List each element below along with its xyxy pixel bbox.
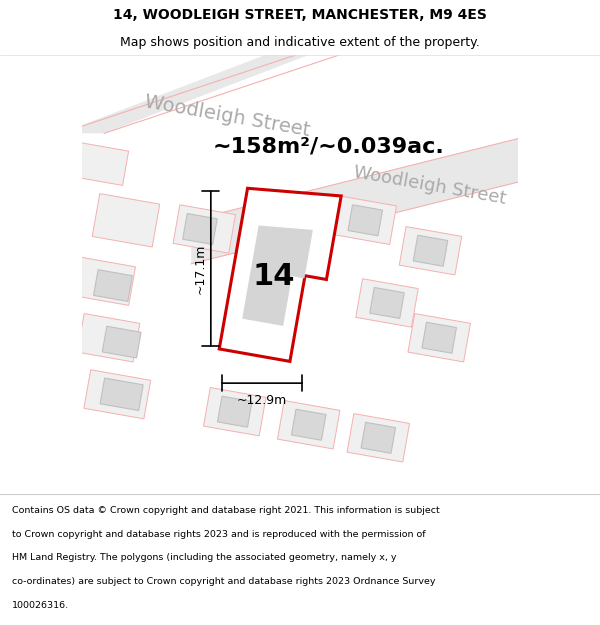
Polygon shape xyxy=(73,257,136,306)
Text: ~12.9m: ~12.9m xyxy=(237,394,287,407)
Polygon shape xyxy=(71,142,128,186)
Polygon shape xyxy=(102,326,141,358)
Text: ~158m²/~0.039ac.: ~158m²/~0.039ac. xyxy=(213,136,445,156)
Polygon shape xyxy=(61,33,365,133)
Polygon shape xyxy=(84,370,151,419)
Polygon shape xyxy=(191,133,539,264)
Text: to Crown copyright and database rights 2023 and is reproduced with the permissio: to Crown copyright and database rights 2… xyxy=(12,530,425,539)
Text: co-ordinates) are subject to Crown copyright and database rights 2023 Ordnance S: co-ordinates) are subject to Crown copyr… xyxy=(12,577,436,586)
Polygon shape xyxy=(422,322,457,353)
Polygon shape xyxy=(217,396,252,428)
Polygon shape xyxy=(334,196,397,244)
Polygon shape xyxy=(92,194,160,247)
Text: Woodleigh Street: Woodleigh Street xyxy=(352,163,508,208)
Polygon shape xyxy=(277,401,340,449)
Text: ~17.1m: ~17.1m xyxy=(193,243,206,294)
Text: 14, WOODLEIGH STREET, MANCHESTER, M9 4ES: 14, WOODLEIGH STREET, MANCHESTER, M9 4ES xyxy=(113,8,487,22)
Polygon shape xyxy=(292,409,326,440)
Polygon shape xyxy=(100,378,143,411)
Text: Contains OS data © Crown copyright and database right 2021. This information is : Contains OS data © Crown copyright and d… xyxy=(12,506,440,515)
Polygon shape xyxy=(94,269,133,301)
Polygon shape xyxy=(361,422,395,453)
Text: 100026316.: 100026316. xyxy=(12,601,69,610)
Polygon shape xyxy=(408,314,470,362)
Polygon shape xyxy=(370,288,404,319)
Text: Map shows position and indicative extent of the property.: Map shows position and indicative extent… xyxy=(120,36,480,49)
Text: Woodleigh Street: Woodleigh Street xyxy=(143,92,312,140)
Polygon shape xyxy=(182,214,217,244)
Text: 14: 14 xyxy=(253,262,295,291)
Text: HM Land Registry. The polygons (including the associated geometry, namely x, y: HM Land Registry. The polygons (includin… xyxy=(12,554,397,562)
Polygon shape xyxy=(356,279,418,327)
Polygon shape xyxy=(219,188,341,361)
Polygon shape xyxy=(348,205,383,236)
Polygon shape xyxy=(77,314,140,362)
Polygon shape xyxy=(399,226,462,275)
Polygon shape xyxy=(242,226,313,326)
Polygon shape xyxy=(347,414,410,462)
Polygon shape xyxy=(413,235,448,266)
Polygon shape xyxy=(203,388,266,436)
Polygon shape xyxy=(173,205,236,253)
